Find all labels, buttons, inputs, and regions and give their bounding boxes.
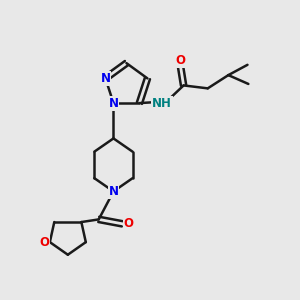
Text: NH: NH xyxy=(152,97,172,110)
Text: O: O xyxy=(40,236,50,249)
Text: N: N xyxy=(109,97,118,110)
Text: O: O xyxy=(124,217,134,230)
Text: N: N xyxy=(109,185,118,198)
Text: N: N xyxy=(100,72,110,85)
Text: O: O xyxy=(176,54,186,67)
